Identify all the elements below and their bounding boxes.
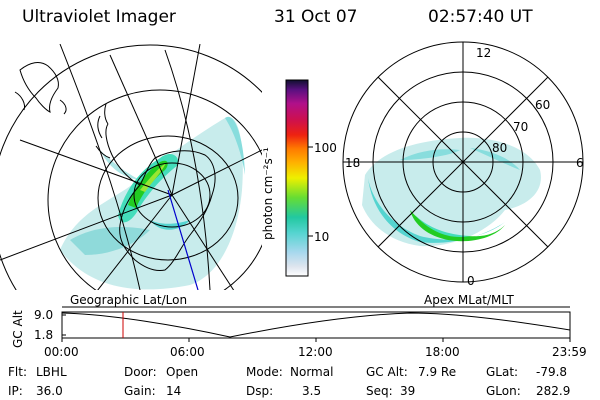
geographic-label: Geographic Lat/Lon [70, 293, 188, 307]
dsp-label: Dsp: [246, 384, 274, 398]
magnetic-polar-plot [342, 41, 584, 283]
gain-value: 14 [166, 384, 182, 398]
colorbar-tick-100: 100 [314, 141, 337, 155]
seq-label: Seq: [366, 384, 393, 398]
time-label: 02:57:40 UT [428, 7, 533, 27]
satellite-track [167, 189, 199, 290]
altitude-plot-frame [61, 311, 571, 339]
altitude-plot [61, 306, 571, 342]
date-label: 31 Oct 07 [274, 7, 358, 27]
xtick-0600: 06:00 [170, 345, 205, 359]
gain-label: Gain: [124, 384, 156, 398]
meridian-lines [0, 44, 262, 290]
aurora-arc [118, 154, 190, 230]
xtick-1200: 12:00 [298, 345, 333, 359]
xtick-1800: 18:00 [425, 345, 460, 359]
geographic-map [0, 44, 262, 290]
latitude-circles [0, 44, 262, 290]
ip-value: 36.0 [36, 384, 63, 398]
mlt-label-12: 12 [476, 46, 492, 60]
peninsula-coastline [95, 103, 111, 159]
xtick-0000: 00:00 [44, 345, 79, 359]
aurora-faint-region [60, 116, 245, 290]
mlt-label-18: 18 [345, 156, 361, 170]
door-label: Door: [124, 365, 157, 379]
south-america-coastline [14, 62, 67, 115]
flt-value: LBHL [36, 365, 67, 379]
flt-label: Flt: [8, 365, 27, 379]
aurora-oval-magnetic [362, 137, 541, 247]
xtick-2359: 23:59 [552, 345, 587, 359]
gcalt-value: 7.9 Re [418, 365, 457, 379]
lat-label-80: 80 [492, 141, 508, 155]
colorbar-tick-10: 10 [314, 230, 330, 244]
dsp-value: 3.5 [302, 384, 322, 398]
altitude-ytick-1-8: 1.8 [34, 328, 54, 342]
glat-value: -79.8 [536, 365, 568, 379]
seq-value: 39 [400, 384, 416, 398]
colorbar [285, 79, 313, 277]
apex-label: Apex MLat/MLT [424, 293, 514, 307]
glat-label: GLat: [486, 365, 519, 379]
mode-value: Normal [290, 365, 334, 379]
ip-label: IP: [8, 384, 23, 398]
gcalt-label: GC Alt: [366, 365, 408, 379]
colorbar-unit-label: photon cm⁻²s⁻¹ [261, 147, 275, 240]
lat-label-60: 60 [535, 98, 551, 112]
glon-value: 282.9 [536, 384, 571, 398]
altitude-ylabel: GC Alt [11, 310, 25, 348]
altitude-ytick-9: 9.0 [34, 308, 54, 322]
mode-label: Mode: [246, 365, 283, 379]
antarctica-coastline [105, 123, 216, 271]
altitude-curve [61, 312, 571, 338]
image-title: Ultraviolet Imager [22, 7, 176, 27]
door-value: Open [166, 365, 199, 379]
lat-label-70: 70 [513, 120, 529, 134]
mlt-label-0: 0 [467, 274, 475, 288]
glon-label: GLon: [486, 384, 521, 398]
mlt-label-6: 6 [576, 156, 584, 170]
mlt-diagonal-2 [377, 76, 549, 248]
